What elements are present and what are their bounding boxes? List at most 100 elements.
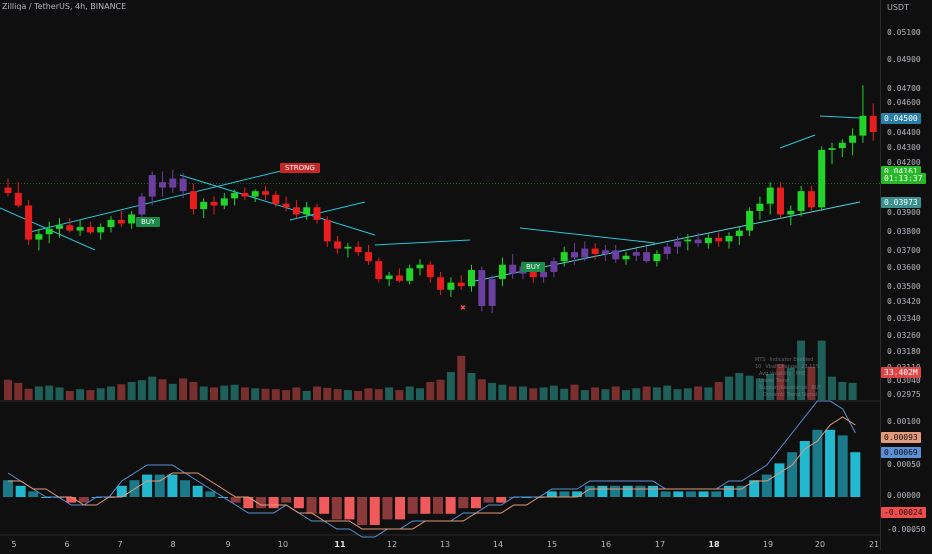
candle-body	[591, 248, 599, 254]
candle-body	[498, 264, 506, 280]
candle-body	[426, 264, 434, 278]
price-tick-label: 0.03040	[887, 376, 921, 385]
candle-body	[220, 198, 228, 206]
candle-body	[581, 248, 589, 258]
volume-bar	[65, 391, 74, 400]
date-label: 15	[546, 540, 558, 549]
volume-bar	[148, 376, 157, 400]
volume-bar	[55, 387, 64, 400]
macd-histogram-bar	[496, 497, 507, 503]
signal-line	[8, 416, 856, 530]
macd-histogram-bar	[66, 497, 77, 503]
macd-histogram-bar	[572, 491, 583, 497]
chart-canvas[interactable]	[0, 0, 908, 550]
candle-body	[272, 194, 280, 204]
candle-body	[756, 203, 764, 211]
volume-bar	[632, 388, 641, 400]
candle-body	[838, 142, 846, 149]
candle-body	[365, 252, 372, 262]
macd-histogram-bar	[470, 497, 481, 509]
volume-bar	[313, 386, 321, 400]
trend-line	[819, 115, 861, 119]
price-tick-label: 0.03420	[887, 297, 921, 306]
macd-histogram-bar	[154, 474, 165, 497]
candle-body	[189, 191, 197, 210]
macd-histogram-bar	[685, 491, 696, 497]
candle-body	[200, 201, 208, 210]
candle-body	[416, 264, 424, 269]
candle-body	[262, 191, 269, 195]
macd-histogram-bar	[610, 485, 621, 497]
volume-bar	[828, 376, 836, 400]
candle-body	[344, 246, 352, 249]
chart-area[interactable]: Zilliqa / TetherUS, 4h, BINANCE MTS Indic…	[0, 0, 908, 550]
volume-bar	[189, 382, 198, 400]
price-tag: 0.04500	[881, 113, 921, 124]
macd-histogram-bar	[116, 485, 127, 497]
volume-bar	[776, 364, 785, 400]
macd-histogram-bar	[799, 441, 810, 497]
volume-bar	[199, 386, 208, 400]
date-label: 18	[708, 540, 720, 549]
macd-histogram-bar	[812, 429, 823, 497]
legend-row: Support/Resistance BUY	[755, 385, 822, 392]
date-label: 20	[814, 540, 826, 549]
price-tag: 0.04161	[881, 166, 921, 177]
volume-bar	[86, 390, 95, 400]
price-tag: 0.03973	[881, 197, 921, 208]
candle-body	[787, 210, 795, 215]
trend-line	[179, 174, 376, 236]
candle-body	[251, 191, 259, 197]
macd-histogram-bar	[761, 474, 772, 497]
price-axis[interactable]: USDT 0.05100 0.04900 0.04700 0.04600 0.04400…	[880, 0, 932, 550]
signal-label-buy: BUY	[521, 262, 546, 272]
candle-body	[138, 196, 146, 215]
legend-cell: Lower Trend	[759, 378, 790, 384]
price-tick-label: 0.05100	[887, 28, 921, 37]
macd-histogram-bar	[142, 474, 153, 497]
macd-histogram-bar	[205, 491, 216, 497]
legend-row: Avg Volatility PHE	[755, 371, 822, 378]
candle-body	[818, 149, 826, 208]
volume-bar	[725, 376, 733, 400]
candle-body	[457, 282, 465, 287]
volume-bar	[117, 384, 126, 400]
legend-cell: Support/Resistance	[759, 385, 808, 391]
sell-marker-icon: ✖	[460, 304, 466, 312]
price-tick-label: 0.03180	[887, 347, 921, 356]
candle-body	[560, 252, 568, 262]
volume-bar	[519, 386, 527, 400]
volume-bar	[735, 373, 744, 400]
macd-histogram-bar	[723, 485, 734, 497]
macd-histogram-bar	[483, 497, 494, 503]
volume-bar	[76, 389, 85, 400]
macd-histogram-bar	[458, 497, 469, 509]
macd-histogram-bar	[3, 480, 13, 497]
macd-histogram-bar	[407, 497, 418, 514]
candle-body	[447, 282, 455, 290]
candle-body	[632, 252, 640, 256]
volume-bar	[570, 384, 579, 400]
volume-bar	[364, 388, 373, 400]
volume-bar	[755, 378, 764, 400]
price-tick-label: 0.03340	[887, 314, 921, 323]
volume-bar	[848, 382, 857, 400]
macd-histogram-bar	[673, 491, 684, 497]
legend-row: Lower Trend	[755, 378, 822, 385]
trend-line	[374, 239, 471, 246]
date-label: 19	[762, 540, 774, 549]
volume-bar	[354, 391, 363, 400]
volume-bar	[302, 391, 311, 400]
volume-bar	[457, 355, 466, 400]
volume-bar	[797, 340, 806, 400]
date-label: 10	[277, 540, 289, 549]
volume-bar	[436, 379, 445, 400]
candle-body	[704, 237, 712, 244]
volume-bar	[488, 382, 497, 400]
macd-histogram-bar	[736, 485, 747, 497]
macd-histogram-bar	[78, 497, 89, 503]
volume-bar	[498, 384, 507, 400]
candle-body	[869, 115, 877, 132]
macd-histogram-bar	[698, 491, 709, 497]
volume-bar	[137, 380, 146, 400]
